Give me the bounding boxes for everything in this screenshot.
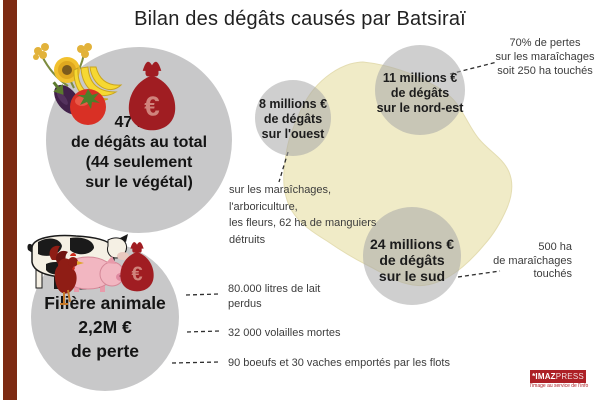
vegetal-line3: (44 seulement [85, 154, 193, 171]
yellow-flower-icon [33, 43, 49, 60]
connector-poultry [186, 330, 220, 333]
note-west-crops: sur les maraîchages, l'arboriculture, le… [229, 182, 379, 248]
connector-south [457, 270, 501, 278]
note-northeast-losses: 70% de pertes sur les maraîchages soit 2… [485, 36, 600, 78]
northeast-line2: de dégâts [390, 86, 450, 100]
euro-symbol: € [144, 90, 160, 121]
south-line3: sur le sud [378, 268, 446, 284]
animal-line3: de perte [70, 341, 140, 361]
yellow-flower-icon [77, 43, 92, 58]
west-line3: sur l'ouest [261, 127, 325, 141]
animal-line1: Filière animale [44, 293, 166, 313]
note-cattle-losses: 90 boeufs et 30 vaches emportés par les … [228, 357, 450, 369]
rooster-icon [49, 245, 84, 305]
note-west-line1: sur les maraîchages, [229, 184, 332, 196]
imazpress-logo: *IMAZPRESS l'image au service de l'info [530, 370, 589, 390]
logo-tagline: l'image au service de l'info [530, 383, 589, 389]
note-west-line2: l'arboriculture, [229, 200, 298, 213]
note-northeast-line3: soit 250 ha touchés [497, 65, 593, 77]
note-milk-line2: perdus [228, 298, 262, 310]
region-west-label: 8 millions € de dégâts sur l'ouest [255, 97, 331, 142]
northeast-line3: sur le nord-est [376, 101, 464, 115]
logo-name-light: PRESS [555, 372, 584, 381]
note-northeast-line2: sur les maraîchages [495, 51, 595, 63]
connector-cattle [171, 361, 220, 364]
south-amount: 24 millions € [369, 236, 455, 252]
connector-milk [185, 293, 220, 296]
note-south-line1: 500 ha [538, 241, 572, 253]
page-title: Bilan des dégâts causés par Batsiraï [134, 8, 466, 30]
west-line2: de dégâts [263, 112, 323, 126]
note-west-line3: les fleurs, 62 ha de manguiers [229, 217, 377, 229]
connector-west [278, 151, 289, 183]
note-poultry-losses: 32 000 volailles mortes [228, 327, 341, 339]
vegetal-line2: de dégâts au total [70, 134, 208, 151]
region-west-circle: 8 millions € de dégâts sur l'ouest [255, 80, 331, 156]
note-south-crops: 500 ha de maraîchages touchés [470, 241, 572, 282]
money-bag-icon: € [120, 242, 154, 292]
note-northeast-line1: 70% de pertes [509, 37, 581, 49]
imazpress-logo-box: *IMAZPRESS [530, 370, 586, 383]
region-northeast-circle: 11 millions € de dégâts sur le nord-est [375, 45, 465, 135]
south-line2: de dégâts [379, 252, 445, 268]
produce-icons [33, 43, 123, 125]
money-bag-icon: € [128, 61, 176, 131]
tomato-icon [70, 89, 106, 125]
northeast-amount: 11 millions € [382, 71, 458, 85]
region-northeast-label: 11 millions € de dégâts sur le nord-est [375, 71, 465, 116]
euro-symbol: € [131, 264, 142, 286]
note-milk-line1: 80.000 litres de lait [228, 283, 321, 295]
region-south-circle: 24 millions € de dégâts sur le sud [363, 207, 461, 305]
note-south-line3: touchés [533, 268, 572, 280]
left-accent-bar [3, 0, 17, 400]
farm-animal-icons [27, 234, 129, 305]
note-west-line4: détruits [229, 233, 266, 246]
west-amount: 8 millions € [258, 97, 328, 111]
note-milk-losses: 80.000 litres de lait perdus [228, 282, 378, 312]
animal-line2: 2,2M € [78, 317, 132, 337]
vegetal-line4: sur le végétal) [85, 174, 193, 191]
logo-star-mark: * [532, 372, 536, 381]
animal-damage-text: Filière animale 2,2M € de perte [31, 291, 179, 363]
region-south-label: 24 millions € de dégâts sur le sud [363, 236, 461, 284]
sunflower-icon [54, 57, 80, 83]
logo-name-bold: IMAZ [535, 372, 556, 381]
note-south-line2: de maraîchages [493, 254, 572, 267]
